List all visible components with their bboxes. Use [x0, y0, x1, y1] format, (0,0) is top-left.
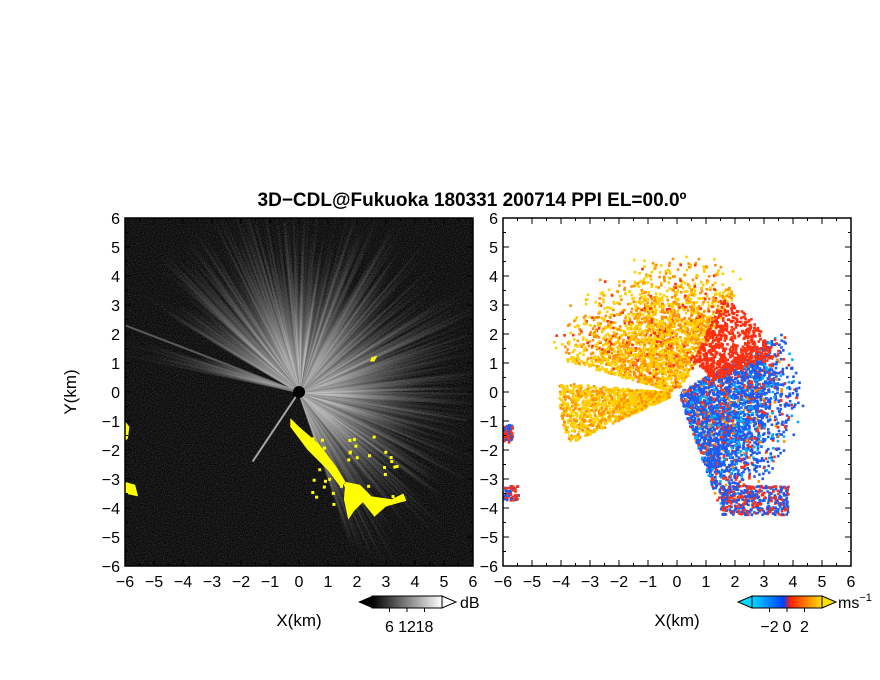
- x-tick-label: −3: [581, 574, 599, 591]
- y-tick-label: 1: [111, 356, 120, 373]
- x-tick-label: −2: [232, 574, 250, 591]
- y-tick-label: 0: [111, 385, 120, 402]
- colorbar-tick-label: 0: [783, 619, 792, 636]
- y-tick-label: −4: [480, 501, 498, 518]
- colorbar-tick-label: −2: [760, 619, 778, 636]
- y-tick-label: 3: [111, 298, 120, 315]
- x-tick-label: −3: [203, 574, 221, 591]
- y-tick-label: 6: [489, 211, 498, 228]
- x-tick-label: 2: [731, 574, 740, 591]
- colorbar-tick-label: 12: [398, 619, 416, 636]
- y-tick-label: 5: [111, 240, 120, 257]
- x-tick-label: 6: [469, 574, 478, 591]
- yellow-overlay: [125, 355, 407, 520]
- y-tick-label: −2: [102, 443, 120, 460]
- y-tick-label: 1: [489, 356, 498, 373]
- x-tick-label: −1: [639, 574, 657, 591]
- x-tick-label: −5: [145, 574, 163, 591]
- y-tick-label: −4: [102, 501, 120, 518]
- intensity-axes: −6 −5 −4 −3 −2 −1 0 1 2 3 4 5 6 −6 −5 −4 −3 −2 −1 0 1 2 3 4 5 6: [102, 211, 478, 591]
- y-tick-label: 2: [111, 327, 120, 344]
- y-tick-label: 4: [489, 269, 498, 286]
- y-tick-label: 5: [489, 240, 498, 257]
- x-tick-label: 1: [702, 574, 711, 591]
- x-tick-label: 4: [789, 574, 798, 591]
- x-tick-label: −2: [610, 574, 628, 591]
- x-tick-label: −5: [523, 574, 541, 591]
- x-axis-label-right: X(km): [654, 611, 699, 630]
- velocity-colorbar: −2 0 2 ms−1: [736, 592, 872, 636]
- chart-title: 3D−CDL@Fukuoka 180331 200714 PPI EL=00.0…: [258, 190, 687, 211]
- x-tick-label: 0: [673, 574, 682, 591]
- y-tick-label: −2: [480, 443, 498, 460]
- intensity-field: [125, 218, 473, 566]
- x-tick-label: 5: [440, 574, 449, 591]
- y-tick-label: −6: [102, 559, 120, 576]
- x-tick-label: 2: [353, 574, 362, 591]
- y-tick-label: 3: [489, 298, 498, 315]
- y-tick-label: 2: [489, 327, 498, 344]
- x-tick-label: 0: [295, 574, 304, 591]
- y-tick-label: 0: [489, 385, 498, 402]
- colorbar-tick-label: 6: [385, 619, 394, 636]
- velocity-field: [503, 218, 851, 566]
- x-tick-label: −4: [174, 574, 192, 591]
- y-tick-label: −1: [102, 414, 120, 431]
- velocity-panel: −6 −5 −4 −3 −2 −1 0 1 2 3 4 5 6 −6 −5 −4 −3 −2 −1 0 1 2 3 4 5 6 X…: [480, 211, 856, 630]
- y-tick-label: 4: [111, 269, 120, 286]
- x-tick-label: 3: [760, 574, 769, 591]
- x-tick-label: 5: [818, 574, 827, 591]
- y-tick-label: −6: [480, 559, 498, 576]
- x-tick-label: 6: [847, 574, 856, 591]
- x-tick-label: −6: [116, 574, 134, 591]
- y-tick-label: −5: [480, 530, 498, 547]
- x-tick-label: −6: [494, 574, 512, 591]
- velocity-axes: −6 −5 −4 −3 −2 −1 0 1 2 3 4 5 6 −6 −5 −4 −3 −2 −1 0 1 2 3 4 5 6: [480, 211, 856, 591]
- x-tick-label: 3: [382, 574, 391, 591]
- y-axis-label: Y(km): [61, 369, 80, 414]
- x-tick-label: −1: [261, 574, 279, 591]
- intensity-colorbar-unit: dB: [460, 595, 480, 612]
- colorbar-tick-label: 18: [416, 619, 434, 636]
- y-tick-label: 6: [111, 211, 120, 228]
- intensity-colorbar: 6 12 18 dB: [358, 595, 480, 636]
- intensity-panel: −6 −5 −4 −3 −2 −1 0 1 2 3 4 5 6 −6 −5 −4 −3 −2 −1 0 1 2 3 4 5 6 X…: [61, 211, 478, 630]
- x-tick-label: −4: [552, 574, 570, 591]
- x-axis-label-left: X(km): [276, 611, 321, 630]
- velocity-colorbar-unit-exponent: −1: [859, 592, 872, 604]
- y-tick-label: −3: [480, 472, 498, 489]
- velocity-colorbar-unit: ms−1: [838, 592, 872, 612]
- y-tick-label: −3: [102, 472, 120, 489]
- colorbar-tick-label: 2: [800, 619, 809, 636]
- y-tick-label: −1: [480, 414, 498, 431]
- y-tick-label: −5: [102, 530, 120, 547]
- x-tick-label: 1: [324, 574, 333, 591]
- x-tick-label: 4: [411, 574, 420, 591]
